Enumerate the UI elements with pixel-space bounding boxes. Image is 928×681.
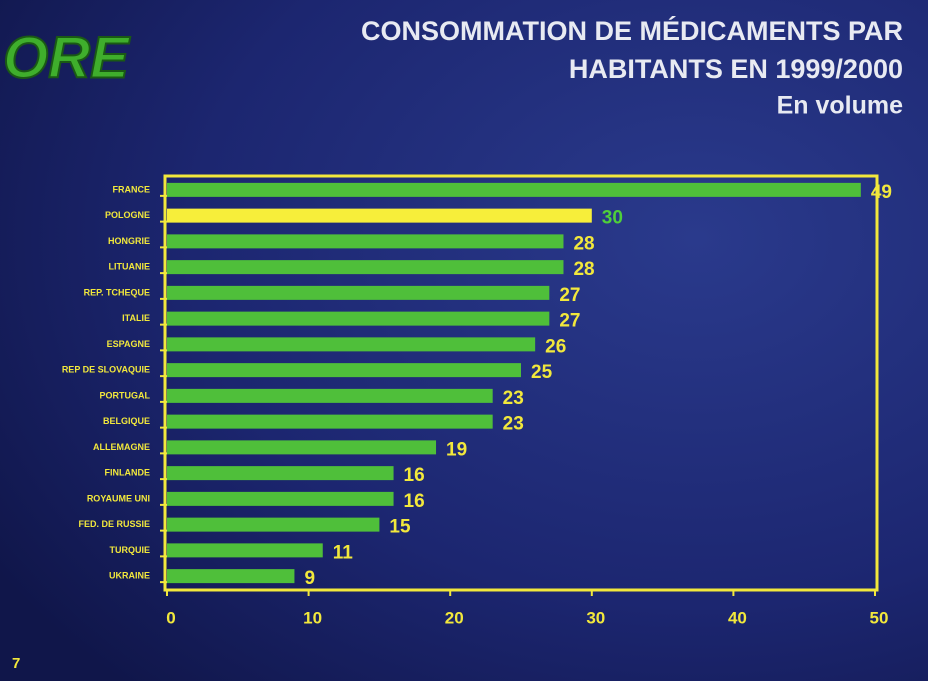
data-label: 11 bbox=[333, 542, 354, 563]
bar bbox=[167, 337, 536, 352]
chart-subtitle: En volume bbox=[777, 92, 904, 120]
data-label: 23 bbox=[503, 414, 524, 435]
bar bbox=[167, 543, 323, 558]
y-tick-label: FINLANDE bbox=[105, 468, 151, 478]
data-label: 25 bbox=[531, 362, 553, 383]
data-label: 30 bbox=[602, 208, 623, 229]
x-tick-label: 40 bbox=[728, 608, 747, 627]
bar bbox=[167, 517, 380, 532]
data-label: 19 bbox=[446, 439, 467, 460]
data-label: 26 bbox=[545, 336, 566, 357]
x-tick-label: 20 bbox=[445, 608, 464, 627]
data-label: 16 bbox=[404, 491, 425, 512]
bar bbox=[167, 388, 493, 403]
bar bbox=[167, 182, 861, 197]
chart-title-line: HABITANTS EN 1999/2000 bbox=[569, 54, 903, 84]
x-tick-label: 50 bbox=[870, 608, 889, 627]
y-tick-label: ESPAGNE bbox=[107, 339, 150, 349]
bar bbox=[167, 260, 564, 275]
y-tick-label: ITALIE bbox=[122, 313, 150, 323]
y-tick-label: UKRAINE bbox=[109, 571, 150, 581]
data-label: 9 bbox=[304, 568, 315, 589]
bar bbox=[167, 285, 550, 300]
y-tick-label: FED. DE RUSSIE bbox=[78, 519, 150, 529]
bar bbox=[167, 440, 437, 455]
bar bbox=[167, 569, 295, 584]
bar bbox=[167, 208, 592, 223]
bar bbox=[167, 363, 521, 378]
x-tick-label: 0 bbox=[166, 608, 175, 627]
bar bbox=[167, 414, 493, 429]
y-tick-label: BELGIQUE bbox=[103, 416, 150, 426]
data-label: 23 bbox=[503, 388, 524, 409]
plot-frame bbox=[163, 174, 879, 592]
data-label: 28 bbox=[573, 259, 594, 280]
page-number: 7 bbox=[12, 655, 20, 672]
x-tick-label: 30 bbox=[586, 608, 605, 627]
bar bbox=[167, 466, 394, 481]
y-tick-label: REP DE SLOVAQUIE bbox=[62, 365, 150, 375]
bar bbox=[167, 311, 550, 326]
y-tick-label: HONGRIE bbox=[108, 236, 150, 246]
chart-title-line: CONSOMMATION DE MÉDICAMENTS PAR bbox=[361, 15, 903, 46]
y-tick-label: ROYAUME UNI bbox=[87, 493, 150, 503]
y-tick-label: ALLEMAGNE bbox=[93, 442, 150, 452]
data-label: 27 bbox=[559, 285, 580, 306]
x-tick-label: 10 bbox=[303, 608, 322, 627]
bar bbox=[167, 234, 564, 249]
data-label: 49 bbox=[871, 182, 892, 203]
data-label: 28 bbox=[573, 233, 594, 254]
bar bbox=[167, 491, 394, 506]
y-tick-label: LITUANIE bbox=[109, 262, 151, 272]
logo: ORE bbox=[3, 25, 131, 90]
data-label: 16 bbox=[404, 465, 425, 486]
y-tick-label: PORTUGAL bbox=[100, 390, 151, 400]
data-label: 15 bbox=[389, 517, 411, 538]
y-tick-label: POLOGNE bbox=[105, 210, 150, 220]
y-tick-label: TURQUIE bbox=[110, 545, 151, 555]
y-tick-label: FRANCE bbox=[113, 184, 151, 194]
y-tick-label: REP. TCHEQUE bbox=[84, 287, 150, 297]
data-label: 27 bbox=[559, 311, 580, 332]
